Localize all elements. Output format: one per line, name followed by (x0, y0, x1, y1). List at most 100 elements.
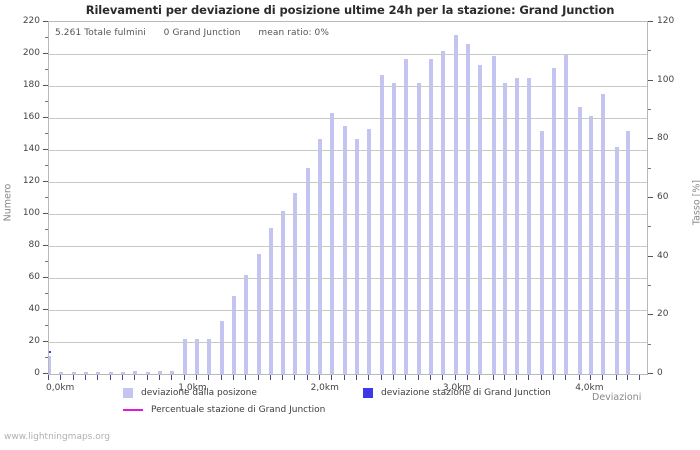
bar (281, 210, 286, 374)
bar (454, 34, 459, 374)
y-axis-right-tick (648, 373, 653, 374)
gridline (49, 278, 647, 279)
y-axis-right-tick (648, 21, 653, 22)
bar (306, 167, 311, 374)
y-axis-left-minor-tick (45, 229, 48, 230)
bar (515, 78, 520, 374)
x-axis-tick (516, 375, 518, 380)
bar (552, 68, 557, 374)
y-axis-left-minor-tick (45, 165, 48, 166)
bar (132, 370, 137, 374)
bar (146, 372, 151, 374)
gridline (49, 342, 647, 343)
x-axis-tick (615, 375, 617, 380)
y-axis-left-minor-tick (45, 261, 48, 262)
bar (589, 116, 594, 374)
y-axis-left: Numero 0 20 40 60 80 100 120 140 160 180 200 220 (0, 17, 48, 378)
legend-line-percentage (123, 409, 143, 411)
bar (614, 146, 619, 374)
bar (232, 295, 237, 374)
gridline (49, 86, 647, 87)
x-axis-tick (233, 375, 235, 380)
x-axis-tick (48, 375, 49, 380)
y-axis-left-tick (43, 85, 48, 86)
plot-area: 5.261 Totale fulmini 0 Grand Junction me… (48, 21, 648, 375)
x-axis-tick (578, 375, 580, 380)
y-axis-left-tick-label: 80 (28, 240, 40, 250)
y-axis-right-tick-label: 0 (657, 368, 663, 378)
x-axis-tick (639, 375, 641, 380)
legend-item-deviation: deviazione dalla posizone (123, 388, 257, 398)
y-axis-left-minor-tick (45, 293, 48, 294)
gridline (49, 54, 647, 55)
x-axis-tick (455, 375, 457, 380)
bar (257, 254, 262, 374)
chart-title: Rilevamenti per deviazione di posizione … (85, 3, 615, 17)
legend-label-deviation: deviazione dalla posizone (141, 388, 257, 398)
y-axis-right-tick-label: 100 (657, 74, 675, 85)
y-axis-right-minor-tick (648, 226, 651, 228)
y-axis-left-tick-label: 220 (22, 16, 40, 26)
bar (367, 129, 372, 374)
y-axis-right-tick (648, 138, 653, 140)
x-axis-tick (504, 375, 506, 380)
y-axis-right-title: Tasso [%] (691, 179, 700, 226)
x-axis-tick-label: 0,0km (46, 383, 75, 393)
x-axis-tick (258, 375, 260, 380)
y-axis-left-minor-tick (45, 101, 48, 102)
y-axis-left-tick-label: 0 (34, 368, 40, 378)
bar (244, 274, 249, 374)
bar (527, 78, 532, 374)
x-axis-tick (196, 375, 198, 380)
bar-station-marker (49, 351, 51, 353)
legend-label-station: deviazione stazione di Grand Junction (381, 388, 551, 398)
bar (58, 372, 63, 374)
y-axis-left-title: Numero (2, 183, 14, 222)
x-axis-tick (307, 375, 309, 380)
bar (503, 82, 508, 374)
y-axis-left-minor-tick (45, 37, 48, 38)
x-axis-tick (602, 375, 604, 380)
y-axis-left-minor-tick (45, 197, 48, 198)
x-axis-tick (344, 375, 346, 380)
bar (417, 82, 422, 374)
y-axis-right-minor-tick (648, 343, 651, 345)
bar (109, 372, 114, 374)
y-axis-left-tick (43, 21, 48, 22)
bar (380, 74, 385, 374)
bar (355, 138, 360, 374)
y-axis-left-tick (43, 245, 48, 246)
x-axis-tick (270, 375, 272, 380)
y-axis-left-tick (43, 181, 48, 182)
y-axis-left-tick (43, 53, 48, 54)
y-axis-left-tick-label: 160 (22, 112, 40, 122)
y-axis-left-tick-label: 20 (28, 336, 40, 346)
x-axis-tick (96, 375, 98, 380)
y-axis-left-tick-label: 140 (22, 144, 40, 154)
y-axis-right-minor-tick (648, 109, 651, 110)
x-axis-title: Deviazioni (592, 392, 642, 403)
y-axis-left-tick-label: 200 (22, 48, 40, 58)
y-axis-right-tick-label: 60 (657, 192, 669, 202)
x-axis-tick (393, 375, 395, 380)
x-axis-tick-label: 2,0km (310, 383, 339, 393)
x-axis-tick (541, 375, 543, 380)
x-axis-tick (319, 375, 321, 380)
bar (404, 58, 409, 374)
gridline (49, 118, 647, 119)
x-axis-tick (171, 375, 173, 380)
y-axis-left-tick (43, 341, 48, 342)
gridline (49, 310, 647, 311)
y-axis-right: Tasso [%] 0 20 40 60 80 100 120 (648, 17, 700, 378)
x-axis-tick (405, 375, 407, 380)
x-axis-tick (208, 375, 210, 380)
bar (269, 228, 274, 374)
gridline (49, 182, 647, 183)
x-axis-tick (442, 375, 444, 380)
bar (330, 113, 335, 374)
x-axis-tick (418, 375, 420, 380)
legend-swatch-deviation (123, 388, 133, 398)
y-axis-right-minor-tick (648, 167, 651, 169)
x-axis-tick (245, 375, 247, 380)
y-axis-right-tick (648, 79, 653, 81)
